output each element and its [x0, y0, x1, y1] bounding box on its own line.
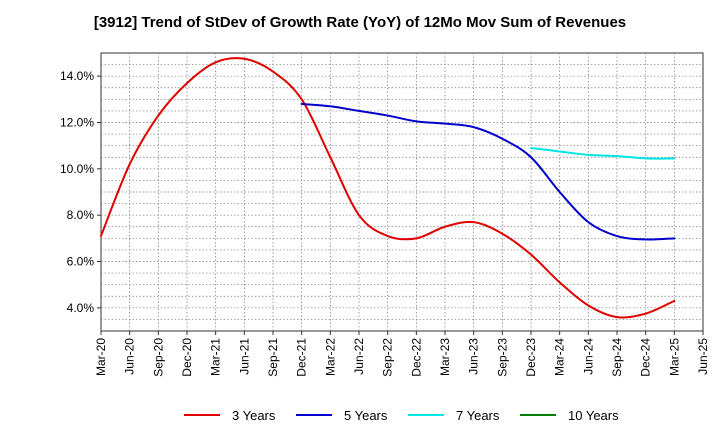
x-tick-label: Dec-21 — [295, 338, 309, 377]
legend-label-7-years: 7 Years — [456, 407, 500, 423]
x-tick-label: Mar-24 — [553, 338, 567, 376]
x-tick-label: Dec-23 — [524, 338, 538, 377]
x-tick-label: Jun-22 — [352, 338, 366, 375]
x-axis-ticks: Mar-20 Jun-20 Sep-20 Dec-20 Mar-21 Jun-21 Sep-… — [94, 331, 710, 377]
legend-swatch-3-years — [184, 414, 220, 416]
x-tick-label: Mar-23 — [438, 338, 452, 376]
y-tick-label: 14.0% — [60, 69, 94, 83]
y-axis-ticks: 4.0% 6.0% 8.0% 10.0% 12.0% 14.0% — [60, 69, 101, 315]
x-tick-label: Mar-20 — [94, 338, 108, 376]
legend-label-10-years: 10 Years — [568, 407, 619, 423]
x-tick-label: Dec-20 — [180, 338, 194, 377]
x-tick-label: Jun-25 — [696, 338, 710, 375]
legend-item-7-years[interactable]: 7 Years — [408, 406, 499, 424]
x-tick-label: Jun-23 — [467, 338, 481, 375]
legend-item-3-years[interactable]: 3 Years — [184, 406, 275, 424]
x-tick-label: Jun-24 — [581, 338, 595, 375]
x-tick-label: Mar-21 — [209, 338, 223, 376]
legend-item-10-years[interactable]: 10 Years — [520, 406, 619, 424]
y-tick-label: 8.0% — [67, 208, 95, 222]
legend-item-5-years[interactable]: 5 Years — [296, 406, 387, 424]
legend-swatch-10-years — [520, 414, 556, 416]
x-tick-label: Sep-23 — [495, 338, 509, 377]
chart-title: [3912] Trend of StDev of Growth Rate (Yo… — [93, 14, 627, 31]
y-tick-label: 6.0% — [67, 255, 95, 269]
x-tick-label: Dec-22 — [409, 338, 423, 377]
legend-label-5-years: 5 Years — [344, 407, 388, 423]
y-tick-label: 4.0% — [67, 301, 95, 315]
grid-lines — [101, 53, 703, 331]
x-tick-label: Sep-20 — [151, 338, 165, 377]
x-tick-label: Dec-24 — [639, 338, 653, 377]
x-tick-label: Mar-25 — [667, 338, 681, 376]
series-line-5-years — [300, 102, 676, 241]
legend-swatch-5-years — [296, 414, 332, 416]
x-tick-label: Jun-21 — [237, 338, 251, 375]
series-lines — [100, 57, 676, 319]
x-tick-label: Sep-21 — [266, 338, 280, 377]
series-line-7-years — [530, 146, 676, 160]
x-tick-label: Sep-22 — [381, 338, 395, 377]
legend-swatch-7-years — [408, 414, 444, 416]
legend-label-3-years: 3 Years — [232, 407, 276, 423]
series-line-3-years — [100, 57, 676, 319]
y-tick-label: 10.0% — [60, 162, 94, 176]
y-tick-label: 12.0% — [60, 116, 94, 130]
legend: 3 Years 5 Years 7 Years 10 Years — [0, 406, 720, 424]
x-tick-label: Mar-22 — [323, 338, 337, 376]
x-tick-label: Sep-24 — [610, 338, 624, 377]
x-tick-label: Jun-20 — [123, 338, 137, 375]
